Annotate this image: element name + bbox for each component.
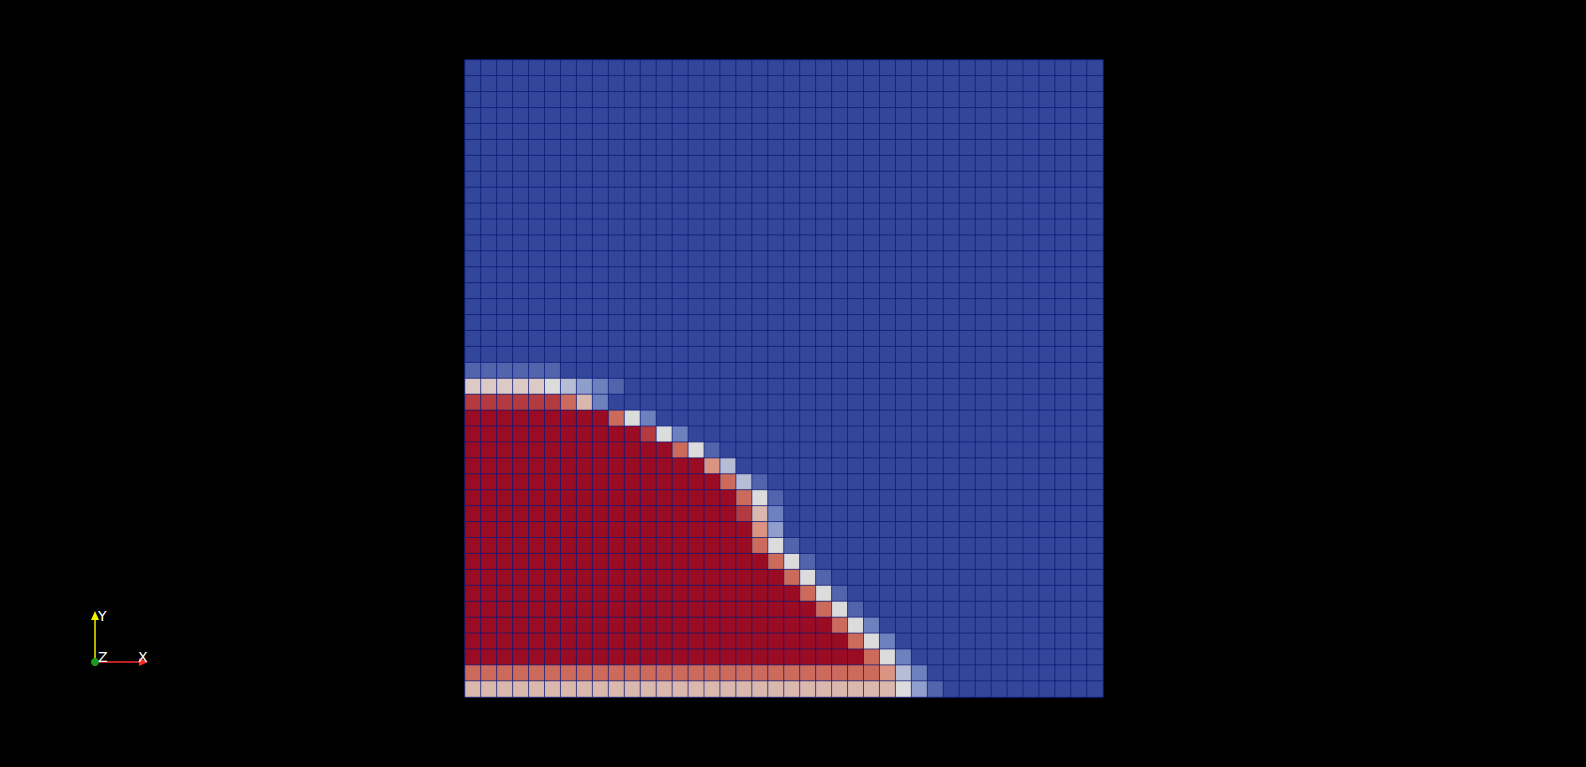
svg-text:Z: Z <box>98 649 108 665</box>
svg-text:Y: Y <box>97 608 107 624</box>
svg-text:X: X <box>138 649 148 665</box>
